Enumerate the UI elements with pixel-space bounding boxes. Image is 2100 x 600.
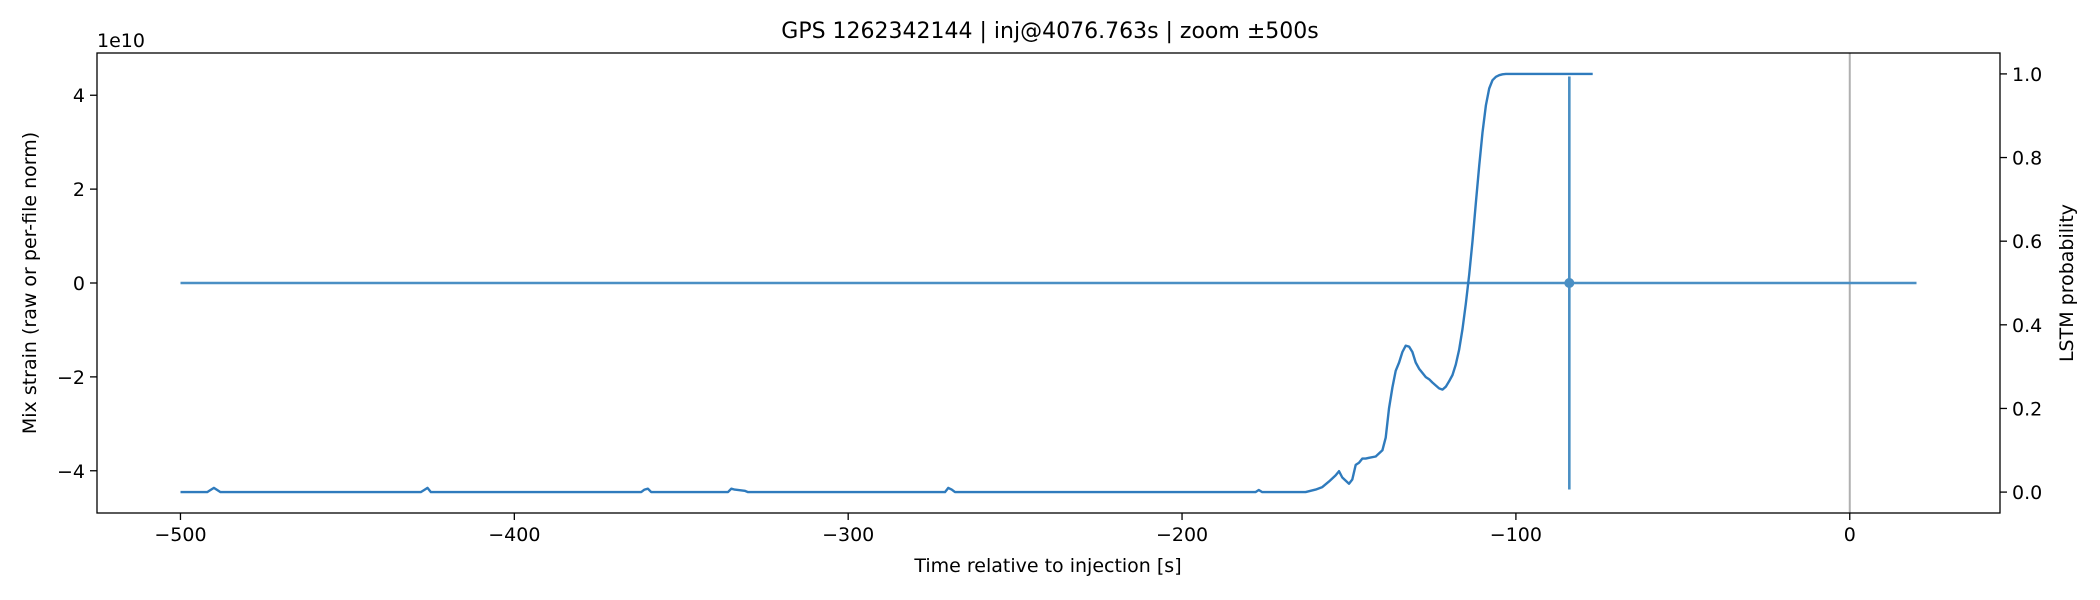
x-tick-label: −400 — [488, 524, 540, 546]
axes-ticks: −500 −400 −300 −200 −100 0 −4 −2 0 2 4 0.0 0.2 0.4 0.6… — [57, 64, 2042, 546]
y2-tick-label: 0.2 — [2012, 398, 2042, 420]
x-axis-label: Time relative to injection [s] — [913, 555, 1181, 577]
y-tick-label: 0 — [73, 273, 85, 295]
plot-content — [180, 53, 1917, 513]
y2-axis-label: LSTM probability — [2056, 204, 2078, 362]
x-tick-label: −300 — [822, 524, 874, 546]
chart-title: GPS 1262342144 | inj@4076.763s | zoom ±5… — [781, 19, 1318, 44]
x-tick-label: −200 — [1156, 524, 1208, 546]
y-tick-label: 4 — [73, 85, 85, 107]
y2-tick-label: 0.8 — [2012, 148, 2042, 170]
x-tick-label: −100 — [1490, 524, 1542, 546]
y-offset-text: 1e10 — [97, 30, 145, 52]
y2-tick-label: 0.4 — [2012, 315, 2042, 337]
series-line-lstm-probability — [180, 72, 1593, 494]
y-tick-label: −2 — [57, 367, 85, 389]
y2-tick-label: 0.6 — [2012, 231, 2042, 253]
y2-tick-label: 1.0 — [2012, 64, 2042, 86]
x-tick-label: 0 — [1844, 524, 1856, 546]
y-axis-label: Mix strain (raw or per-file norm) — [19, 132, 41, 434]
x-tick-label: −500 — [154, 524, 206, 546]
y-tick-label: 2 — [73, 179, 85, 201]
y2-tick-label: 0.0 — [2012, 482, 2042, 504]
y-tick-label: −4 — [57, 461, 85, 483]
